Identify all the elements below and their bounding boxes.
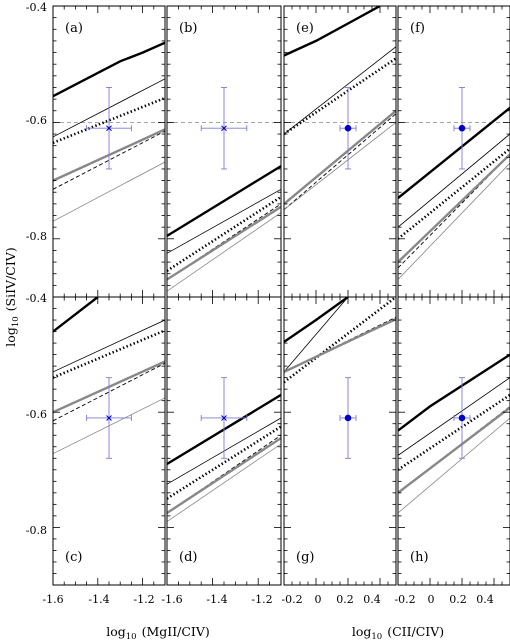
plot-area bbox=[167, 377, 281, 522]
panel-label: (c) bbox=[65, 550, 82, 565]
series-line-thin-black bbox=[284, 46, 396, 135]
series-line-thin-black bbox=[167, 188, 281, 254]
panel-label: (h) bbox=[410, 550, 429, 565]
x-tick-label: -0.2 bbox=[394, 593, 415, 606]
data-point bbox=[458, 124, 466, 132]
data-point bbox=[221, 415, 227, 421]
plot-area bbox=[398, 87, 510, 280]
series-line-thin-gray bbox=[167, 443, 281, 522]
panel: (h) bbox=[397, 296, 510, 586]
y-tick-label: -0.4 bbox=[26, 1, 47, 14]
series-line-dashed-black bbox=[53, 130, 165, 190]
series-line-dotted-black bbox=[53, 96, 165, 145]
x-tick-label: -1.2 bbox=[133, 593, 154, 606]
panel-label: (a) bbox=[65, 21, 83, 36]
series-line-thin-black bbox=[53, 319, 165, 373]
panel-frame bbox=[283, 296, 397, 586]
panel-frame bbox=[283, 5, 397, 298]
panel: (d) bbox=[166, 296, 282, 586]
series-line-thin-black bbox=[398, 133, 510, 228]
x-tick-label: -1.6 bbox=[161, 593, 182, 606]
series-line-thin-gray bbox=[167, 212, 281, 292]
plot-area bbox=[284, 297, 396, 459]
series-line-dashed-black bbox=[53, 362, 165, 422]
x-tick-label: 0.2 bbox=[336, 593, 354, 606]
series-line-thin-gray bbox=[398, 162, 510, 280]
y-axis-title: log10(SiIV/CIV) bbox=[3, 247, 21, 346]
series-line-thick-black bbox=[167, 165, 281, 237]
series-line-thin-gray bbox=[284, 319, 396, 373]
series-line-thick-black bbox=[398, 353, 510, 432]
panel: (e) bbox=[283, 5, 397, 298]
plot-area bbox=[167, 87, 281, 292]
series-line-thick-gray bbox=[398, 406, 510, 494]
plot-area bbox=[398, 353, 510, 514]
panels: (a) (b) (e) (f) (c) (d) (g) (h) bbox=[52, 5, 510, 586]
series-line-thick-black bbox=[53, 297, 99, 333]
series-line-thick-black bbox=[284, 297, 349, 343]
series-line-dotted-black bbox=[53, 329, 165, 379]
series-line-thin-gray bbox=[53, 161, 165, 222]
panel: (c) bbox=[52, 296, 166, 586]
series-line-thin-gray bbox=[398, 417, 510, 514]
series-line-dotted-black bbox=[167, 195, 281, 272]
series-line-thick-gray bbox=[167, 205, 281, 281]
y-tick-label: -0.8 bbox=[26, 524, 47, 537]
x-tick-label: -0.2 bbox=[281, 593, 302, 606]
panel-label: (d) bbox=[179, 550, 197, 565]
x-tick-label: -1.4 bbox=[206, 593, 227, 606]
x-tick-label: 0 bbox=[315, 593, 322, 606]
panel-label: (g) bbox=[296, 550, 314, 565]
plot-area bbox=[284, 6, 396, 211]
panel: (b) bbox=[166, 5, 282, 298]
x-axis-title-left: log10 (MgII/CIV) bbox=[106, 624, 210, 642]
data-point bbox=[344, 124, 352, 132]
data-point bbox=[458, 414, 466, 422]
panel: (a) bbox=[52, 5, 166, 298]
x-axis-title-right: log10 (CII/CIV) bbox=[352, 624, 444, 642]
x-tick-label: 0.2 bbox=[449, 593, 467, 606]
series-line-dashed-black bbox=[284, 113, 396, 211]
x-tick-label: 0.4 bbox=[363, 593, 381, 606]
series-line-dotted-black bbox=[398, 147, 510, 240]
x-tick-label: 0.4 bbox=[476, 593, 494, 606]
panel: (f) bbox=[397, 5, 510, 298]
series-line-thin-gray bbox=[284, 122, 396, 211]
panel-label: (b) bbox=[179, 21, 197, 36]
data-point bbox=[221, 125, 227, 132]
series-line-thick-black bbox=[398, 106, 510, 200]
series-line-thick-black bbox=[53, 41, 165, 98]
data-point bbox=[106, 125, 112, 132]
x-tick-label: 0 bbox=[428, 593, 435, 606]
data-point bbox=[344, 414, 352, 422]
panel-label: (f) bbox=[410, 21, 425, 36]
panel-frame bbox=[397, 296, 510, 586]
series-line-thick-black bbox=[284, 6, 381, 57]
series-line-thick-gray bbox=[284, 109, 396, 205]
x-tick-label: -1.2 bbox=[251, 593, 272, 606]
x-tick-label: -1.6 bbox=[42, 593, 63, 606]
series-line-thick-gray bbox=[167, 437, 281, 515]
plot-area bbox=[53, 297, 165, 459]
series-line-thick-gray bbox=[398, 153, 510, 263]
series-line-dotted-black bbox=[284, 297, 396, 384]
x-tick-label: -1.4 bbox=[88, 593, 109, 606]
y-tick-label: -0.8 bbox=[26, 230, 47, 243]
y-tick-label: -0.6 bbox=[26, 114, 47, 127]
tick-labels: -0.4 -0.6 -0.8 -0.4 -0.6 -0.8 -1.6 -1.4 … bbox=[26, 1, 494, 606]
panel-label: (e) bbox=[296, 21, 314, 36]
y-tick-label: -0.6 bbox=[26, 408, 47, 421]
plot-area bbox=[53, 41, 165, 222]
series-line-thin-black bbox=[284, 297, 349, 373]
data-point bbox=[106, 415, 112, 421]
panel: (g) bbox=[283, 296, 397, 586]
y-tick-label: -0.4 bbox=[26, 292, 47, 305]
